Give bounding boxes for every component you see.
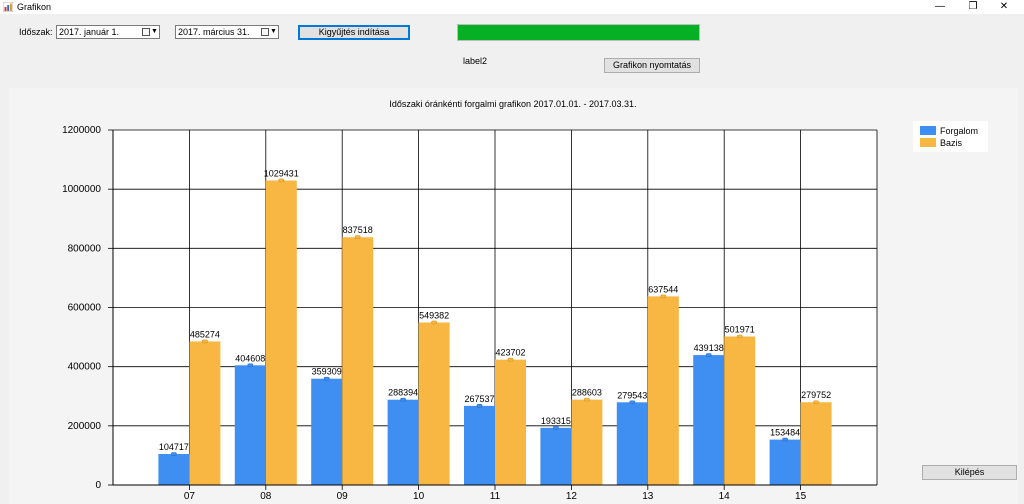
bar-forgalom-15: [769, 439, 801, 485]
bar-forgalom-12: [540, 427, 572, 485]
data-label: 549382: [419, 310, 449, 320]
data-label: 288603: [572, 388, 602, 398]
bar-bazis-11: [495, 359, 526, 485]
bar-bazis-07: [189, 341, 221, 485]
window-title: Grafikon: [17, 2, 52, 12]
bar-bazis-15: [800, 402, 832, 485]
bar-marker: [629, 400, 636, 405]
bar-forgalom-11: [464, 405, 495, 485]
bar-marker: [736, 334, 743, 339]
progress-bar: [457, 24, 700, 41]
title-bar: Grafikon — ❐ ✕: [0, 0, 1024, 14]
y-tick-label: 200000: [68, 421, 102, 432]
status-label: label2: [463, 56, 488, 66]
data-label: 837518: [343, 225, 373, 235]
bar-marker: [705, 353, 712, 357]
bar-forgalom-13: [616, 402, 648, 485]
bar-marker: [813, 400, 819, 405]
data-label: 279752: [801, 390, 831, 400]
bar-marker: [202, 339, 208, 344]
progress-fill: [458, 25, 699, 40]
data-label: 439138: [694, 343, 724, 353]
bar-marker: [323, 376, 330, 381]
close-button[interactable]: ✕: [999, 1, 1009, 12]
x-tick-label: 13: [642, 491, 654, 502]
bar-marker: [171, 452, 177, 456]
bar-bazis-09: [342, 237, 374, 485]
bar-marker: [553, 426, 559, 430]
data-label: 359309: [312, 367, 342, 377]
data-label: 423702: [495, 348, 525, 358]
data-label: 485274: [190, 329, 220, 339]
restore-button[interactable]: ❐: [968, 1, 978, 12]
bar-forgalom-08: [234, 365, 266, 485]
data-label: 637544: [648, 284, 678, 294]
y-tick-label: 0: [95, 480, 101, 491]
date-to-value: 2017. március 31.: [178, 27, 250, 37]
bar-bazis-14: [724, 336, 756, 485]
chart-legend: Forgalom Bazis: [913, 121, 988, 152]
y-tick-label: 400000: [68, 362, 102, 373]
legend-label-forgalom: Forgalom: [940, 126, 978, 136]
bar-marker: [278, 178, 285, 183]
period-label: Időszak:: [19, 27, 53, 37]
bar-bazis-08: [265, 180, 297, 485]
legend-swatch-bazis: [920, 138, 936, 147]
y-tick-label: 1000000: [62, 184, 101, 195]
legend-label-bazis: Bazis: [940, 138, 963, 148]
data-label: 267537: [464, 394, 494, 404]
y-tick-label: 600000: [68, 303, 102, 314]
data-label: 501971: [725, 325, 755, 335]
date-from-value: 2017. január 1.: [59, 27, 120, 37]
y-tick-label: 800000: [68, 243, 102, 254]
bar-forgalom-09: [311, 378, 343, 485]
bar-forgalom-14: [693, 355, 725, 485]
app-icon: [3, 2, 13, 12]
print-chart-button[interactable]: Grafikon nyomtatás: [604, 58, 700, 73]
x-tick-label: 08: [260, 491, 272, 502]
bar-bazis-12: [571, 399, 603, 485]
bar-marker: [247, 363, 254, 368]
data-label: 404608: [235, 353, 265, 363]
minimize-button[interactable]: —: [935, 1, 945, 12]
data-label: 104717: [159, 442, 189, 452]
y-tick-label: 1200000: [62, 125, 101, 136]
x-tick-label: 09: [337, 491, 349, 502]
calendar-icon[interactable]: [142, 28, 150, 36]
data-label: 153484: [770, 428, 800, 438]
bar-marker: [400, 397, 406, 402]
bar-bazis-10: [418, 322, 450, 485]
bar-bazis-13: [647, 296, 679, 485]
data-label: 193315: [541, 416, 571, 426]
bar-forgalom-07: [158, 454, 190, 485]
x-tick-label: 12: [566, 491, 578, 502]
calendar-icon[interactable]: [261, 28, 269, 36]
data-label: 279543: [617, 390, 647, 400]
bar-marker: [782, 437, 788, 442]
x-tick-label: 07: [184, 491, 196, 502]
start-collection-button[interactable]: Kigyűjtés indítása: [298, 25, 410, 40]
date-from-picker[interactable]: 2017. január 1. ▼: [56, 25, 160, 39]
chevron-down-icon[interactable]: ▼: [151, 28, 158, 35]
data-label: 288394: [388, 388, 418, 398]
bar-marker: [660, 294, 667, 299]
bar-marker: [476, 404, 483, 408]
x-tick-label: 14: [719, 491, 731, 502]
legend-swatch-forgalom: [920, 126, 936, 135]
x-tick-label: 15: [795, 491, 807, 502]
bar-marker: [431, 320, 437, 325]
exit-button[interactable]: Kilépés: [922, 465, 1017, 480]
bar-marker: [354, 235, 361, 240]
data-label: 1029431: [264, 168, 299, 178]
bar-forgalom-10: [387, 399, 419, 485]
chart-title: Időszaki óránkénti forgalmi grafikon 201…: [389, 99, 636, 109]
bar-marker: [507, 357, 514, 362]
date-to-picker[interactable]: 2017. március 31. ▼: [175, 25, 279, 39]
x-tick-label: 10: [413, 491, 425, 502]
bar-marker: [584, 397, 590, 402]
x-tick-label: 11: [490, 491, 501, 502]
chevron-down-icon[interactable]: ▼: [270, 28, 277, 35]
